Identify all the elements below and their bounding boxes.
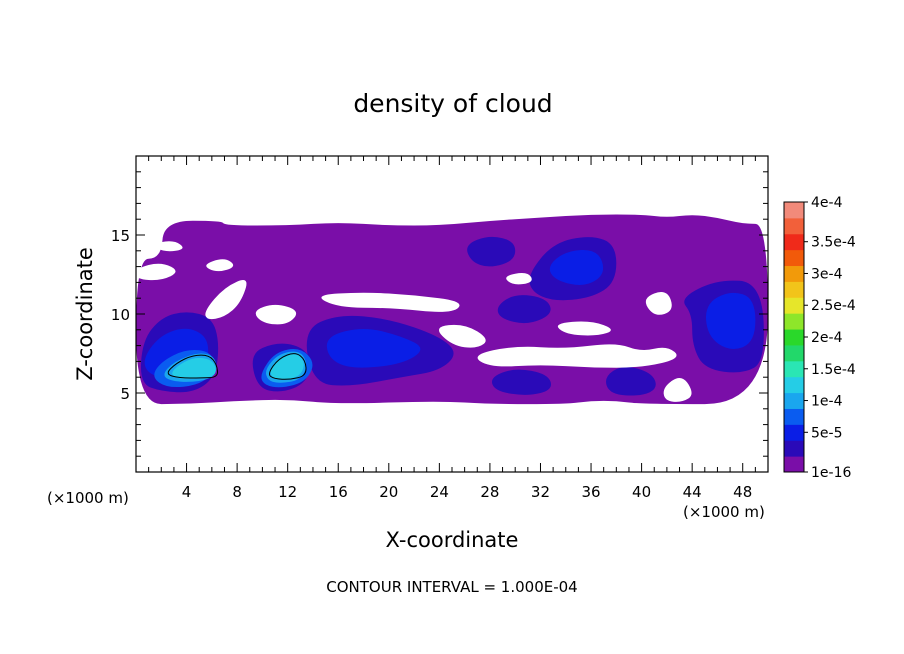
cloud-free-gap bbox=[477, 344, 677, 368]
x-tick-label: 32 bbox=[531, 483, 550, 501]
contour-line bbox=[269, 353, 307, 380]
y-tick-label: 15 bbox=[111, 227, 130, 245]
colorbar-swatch bbox=[784, 249, 804, 267]
density-region-level-2 bbox=[549, 249, 604, 285]
colorbar-swatch bbox=[784, 313, 804, 330]
density-region-level-1 bbox=[467, 236, 516, 267]
colorbar-label: 2.5e-4 bbox=[811, 298, 856, 314]
colorbar-label: 2e-4 bbox=[811, 330, 843, 346]
cloud-free-gap bbox=[321, 292, 460, 312]
cloud-free-gap bbox=[557, 321, 611, 336]
colorbar-swatch bbox=[784, 281, 804, 298]
colorbar-label: 5e-5 bbox=[811, 425, 842, 441]
colorbar-frame bbox=[783, 201, 805, 473]
colorbar-swatch bbox=[784, 440, 804, 457]
y-tick-label: 5 bbox=[120, 385, 130, 403]
chart-title: density of cloud bbox=[353, 89, 552, 118]
density-field bbox=[136, 214, 768, 405]
cloud-free-gap bbox=[205, 279, 247, 320]
colorbar-swatch bbox=[784, 217, 804, 235]
colorbar-swatch bbox=[784, 456, 804, 473]
density-region-level-1 bbox=[491, 369, 552, 395]
colorbar-label: 1.5e-4 bbox=[811, 362, 856, 378]
density-region-level-2 bbox=[705, 292, 756, 349]
colorbar-swatch bbox=[784, 297, 804, 314]
colorbar: 1e-16 5e-5 1e-4 1.5e-4 2e-4 2.5e-4 3e-4 3.5e-4 4… bbox=[783, 195, 856, 481]
x-tick-label: 36 bbox=[581, 483, 600, 501]
colorbar-swatch bbox=[784, 392, 804, 409]
x-tick-label: 8 bbox=[232, 483, 242, 501]
colorbar-label: 3e-4 bbox=[811, 266, 843, 282]
cloud-free-gap bbox=[255, 304, 297, 325]
x-axis-label: X-coordinate bbox=[386, 528, 519, 552]
density-region-level-1 bbox=[497, 295, 551, 324]
colorbar-swatch bbox=[784, 233, 804, 251]
colorbar-label: 3.5e-4 bbox=[811, 235, 856, 251]
y-axis-label: Z-coordinate bbox=[73, 247, 97, 381]
colorbar-swatch bbox=[784, 424, 804, 441]
contour-line bbox=[167, 354, 219, 379]
x-tick-label: 40 bbox=[632, 483, 651, 501]
x-tick-label: 48 bbox=[733, 483, 752, 501]
colorbar-swatch bbox=[784, 265, 804, 282]
cloud-free-gap bbox=[206, 259, 234, 272]
y-tick-label: 10 bbox=[111, 306, 130, 324]
x-tick-label: 44 bbox=[683, 483, 702, 501]
colorbar-label: 1e-16 bbox=[811, 465, 851, 481]
x-tick-label: 20 bbox=[379, 483, 398, 501]
x-unit-left: (×1000 m) bbox=[47, 489, 129, 507]
cloud-free-gap bbox=[645, 292, 672, 315]
x-tick-label: 4 bbox=[182, 483, 192, 501]
colorbar-swatch bbox=[784, 360, 804, 378]
x-tick-label: 12 bbox=[278, 483, 297, 501]
x-unit-right: (×1000 m) bbox=[683, 503, 765, 521]
colorbar-label: 4e-4 bbox=[811, 195, 843, 211]
cloud-free-gap bbox=[153, 241, 183, 252]
cloud-free-gap bbox=[663, 377, 692, 402]
density-region-level-1 bbox=[606, 367, 656, 396]
colorbar-swatch bbox=[784, 329, 804, 346]
x-tick-label: 16 bbox=[329, 483, 348, 501]
density-region-level-2 bbox=[326, 329, 421, 368]
colorbar-swatch bbox=[784, 202, 804, 219]
contour-lines bbox=[167, 353, 307, 380]
density-region-level-5 bbox=[172, 357, 216, 379]
cloud-free-gap bbox=[438, 324, 486, 348]
colorbar-swatch bbox=[784, 376, 804, 394]
contour-interval-note: CONTOUR INTERVAL = 1.000E-04 bbox=[326, 578, 577, 596]
cloud-free-gap bbox=[136, 263, 176, 281]
colorbar-swatch bbox=[784, 408, 804, 425]
x-tick-label: 28 bbox=[480, 483, 499, 501]
density-region-level-5 bbox=[270, 354, 304, 380]
cloud-free-gap bbox=[506, 272, 532, 285]
x-tick-label: 24 bbox=[430, 483, 449, 501]
colorbar-swatch bbox=[784, 344, 804, 362]
colorbar-label: 1e-4 bbox=[811, 394, 843, 410]
